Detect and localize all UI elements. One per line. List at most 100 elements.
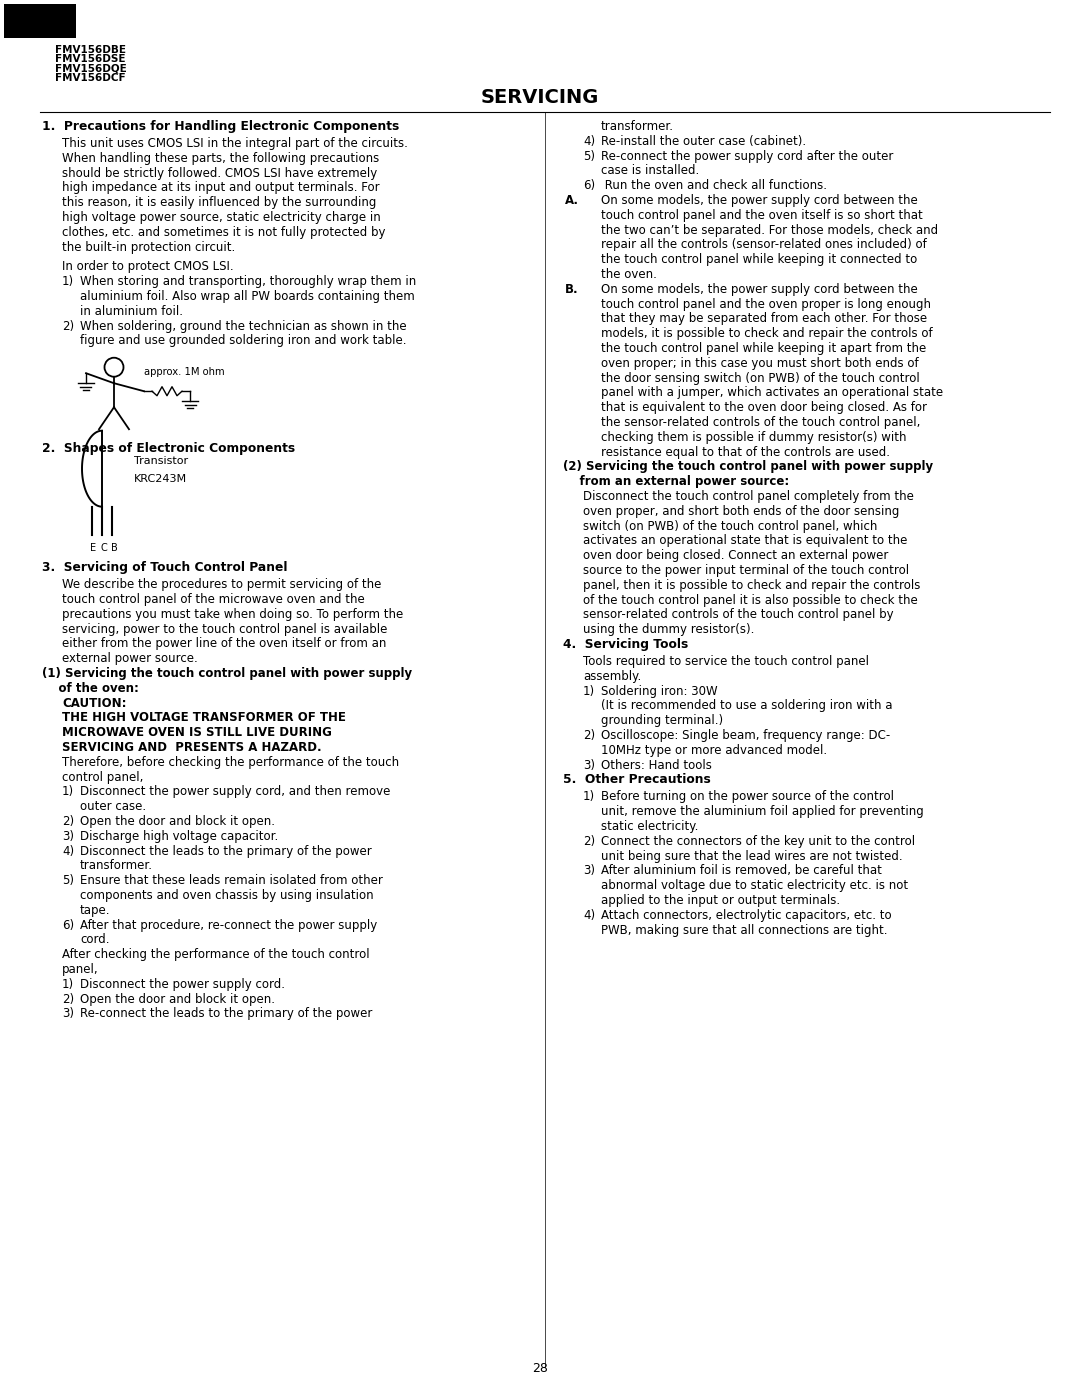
Text: resistance equal to that of the controls are used.: resistance equal to that of the controls…: [600, 446, 890, 458]
Text: Re-connect the leads to the primary of the power: Re-connect the leads to the primary of t…: [80, 1007, 373, 1020]
Text: B.: B.: [565, 282, 579, 296]
Text: 2): 2): [62, 992, 75, 1006]
Text: oven proper, and short both ends of the door sensing: oven proper, and short both ends of the …: [583, 504, 900, 518]
Text: Soldering iron: 30W: Soldering iron: 30W: [600, 685, 717, 697]
Text: 5): 5): [583, 149, 595, 162]
Text: Ensure that these leads remain isolated from other: Ensure that these leads remain isolated …: [80, 875, 383, 887]
Text: Disconnect the leads to the primary of the power: Disconnect the leads to the primary of t…: [80, 845, 372, 858]
Bar: [4, 4, 76, 38]
Text: the door sensing switch (on PWB) of the touch control: the door sensing switch (on PWB) of the …: [600, 372, 920, 384]
Text: unit being sure that the lead wires are not twisted.: unit being sure that the lead wires are …: [600, 849, 903, 862]
Text: 28: 28: [532, 1362, 548, 1375]
Text: touch control panel and the oven itself is so short that: touch control panel and the oven itself …: [600, 208, 922, 222]
Text: from an external power source:: from an external power source:: [563, 475, 789, 488]
Text: This unit uses CMOS LSI in the integral part of the circuits.: This unit uses CMOS LSI in the integral …: [62, 137, 408, 149]
Text: activates an operational state that is equivalent to the: activates an operational state that is e…: [583, 535, 907, 548]
Text: 6): 6): [62, 919, 75, 932]
Text: 5.  Other Precautions: 5. Other Precautions: [563, 774, 711, 787]
Text: the built-in protection circuit.: the built-in protection circuit.: [62, 240, 235, 254]
Text: 1): 1): [583, 791, 595, 803]
Text: aluminium foil. Also wrap all PW boards containing them: aluminium foil. Also wrap all PW boards …: [80, 291, 415, 303]
Text: KRC243M: KRC243M: [134, 474, 187, 483]
Text: the touch control panel while keeping it apart from the: the touch control panel while keeping it…: [600, 342, 927, 355]
Text: source to the power input terminal of the touch control: source to the power input terminal of th…: [583, 564, 909, 577]
Text: transformer.: transformer.: [600, 120, 674, 133]
Text: servicing, power to the touch control panel is available: servicing, power to the touch control pa…: [62, 623, 388, 636]
Text: should be strictly followed. CMOS LSI have extremely: should be strictly followed. CMOS LSI ha…: [62, 166, 377, 180]
Text: the touch control panel while keeping it connected to: the touch control panel while keeping it…: [600, 253, 917, 267]
Text: models, it is possible to check and repair the controls of: models, it is possible to check and repa…: [600, 327, 933, 341]
Text: Open the door and block it open.: Open the door and block it open.: [80, 992, 275, 1006]
Text: unit, remove the aluminium foil applied for preventing: unit, remove the aluminium foil applied …: [600, 805, 923, 819]
Text: either from the power line of the oven itself or from an: either from the power line of the oven i…: [62, 637, 387, 651]
Text: FMV156DQE: FMV156DQE: [55, 63, 126, 74]
Text: Disconnect the power supply cord, and then remove: Disconnect the power supply cord, and th…: [80, 785, 390, 798]
Text: SERVICING AND  PRESENTS A HAZARD.: SERVICING AND PRESENTS A HAZARD.: [62, 740, 322, 754]
Text: components and oven chassis by using insulation: components and oven chassis by using ins…: [80, 888, 374, 902]
Text: precautions you must take when doing so. To perform the: precautions you must take when doing so.…: [62, 608, 403, 620]
Text: Transistor: Transistor: [134, 455, 188, 465]
Text: 2): 2): [583, 835, 595, 848]
Text: 1): 1): [62, 275, 75, 288]
Text: that is equivalent to the oven door being closed. As for: that is equivalent to the oven door bein…: [600, 401, 927, 414]
Text: C: C: [100, 542, 107, 553]
Text: panel with a jumper, which activates an operational state: panel with a jumper, which activates an …: [600, 387, 943, 400]
Text: applied to the input or output terminals.: applied to the input or output terminals…: [600, 894, 840, 907]
Text: this reason, it is easily influenced by the surrounding: this reason, it is easily influenced by …: [62, 196, 376, 210]
Text: 5): 5): [62, 875, 75, 887]
Text: 4): 4): [62, 845, 75, 858]
Text: 6): 6): [583, 179, 595, 193]
Text: After aluminium foil is removed, be careful that: After aluminium foil is removed, be care…: [600, 865, 882, 877]
Text: clothes, etc. and sometimes it is not fully protected by: clothes, etc. and sometimes it is not fu…: [62, 226, 386, 239]
Text: Re-install the outer case (cabinet).: Re-install the outer case (cabinet).: [600, 134, 806, 148]
Text: cord.: cord.: [80, 933, 109, 946]
Text: 2.  Shapes of Electronic Components: 2. Shapes of Electronic Components: [42, 441, 295, 454]
Text: 10MHz type or more advanced model.: 10MHz type or more advanced model.: [600, 743, 827, 757]
Text: 4.  Servicing Tools: 4. Servicing Tools: [563, 638, 688, 651]
Text: of the oven:: of the oven:: [42, 682, 139, 694]
Text: high voltage power source, static electricity charge in: high voltage power source, static electr…: [62, 211, 381, 224]
Text: 1): 1): [583, 685, 595, 697]
Text: On some models, the power supply cord between the: On some models, the power supply cord be…: [600, 282, 918, 296]
Text: using the dummy resistor(s).: using the dummy resistor(s).: [583, 623, 754, 636]
Text: panel, then it is possible to check and repair the controls: panel, then it is possible to check and …: [583, 578, 920, 592]
Text: approx. 1M ohm: approx. 1M ohm: [144, 367, 225, 377]
Text: the oven.: the oven.: [600, 268, 657, 281]
Text: Oscilloscope: Single beam, frequency range: DC-: Oscilloscope: Single beam, frequency ran…: [600, 729, 890, 742]
Text: 3): 3): [62, 830, 75, 842]
Text: 2): 2): [583, 729, 595, 742]
Text: Tools required to service the touch control panel: Tools required to service the touch cont…: [583, 655, 869, 668]
Text: 1): 1): [62, 978, 75, 990]
Text: Others: Hand tools: Others: Hand tools: [600, 759, 712, 771]
Text: FMV156DBE: FMV156DBE: [55, 45, 126, 54]
Text: (1) Servicing the touch control panel with power supply: (1) Servicing the touch control panel wi…: [42, 666, 413, 680]
Text: touch control panel of the microwave oven and the: touch control panel of the microwave ove…: [62, 592, 365, 606]
Text: in aluminium foil.: in aluminium foil.: [80, 305, 183, 319]
Text: SERVICING: SERVICING: [481, 88, 599, 108]
Text: abnormal voltage due to static electricity etc. is not: abnormal voltage due to static electrici…: [600, 879, 908, 893]
Text: (2) Servicing the touch control panel with power supply: (2) Servicing the touch control panel wi…: [563, 461, 933, 474]
Text: static electricity.: static electricity.: [600, 820, 699, 833]
Text: CAUTION:: CAUTION:: [62, 697, 126, 710]
Text: figure and use grounded soldering iron and work table.: figure and use grounded soldering iron a…: [80, 334, 406, 348]
Text: control panel,: control panel,: [62, 771, 144, 784]
Text: Attach connectors, electrolytic capacitors, etc. to: Attach connectors, electrolytic capacito…: [600, 909, 892, 922]
Text: touch control panel and the oven proper is long enough: touch control panel and the oven proper …: [600, 298, 931, 310]
Text: 3.  Servicing of Touch Control Panel: 3. Servicing of Touch Control Panel: [42, 562, 287, 574]
Text: Open the door and block it open.: Open the door and block it open.: [80, 814, 275, 828]
Text: In order to protect CMOS LSI.: In order to protect CMOS LSI.: [62, 260, 233, 274]
Text: 3): 3): [62, 1007, 75, 1020]
Text: outer case.: outer case.: [80, 800, 146, 813]
Text: FMV156DSE: FMV156DSE: [55, 54, 125, 64]
Text: sensor-related controls of the touch control panel by: sensor-related controls of the touch con…: [583, 609, 893, 622]
Text: assembly.: assembly.: [583, 669, 642, 683]
Text: switch (on PWB) of the touch control panel, which: switch (on PWB) of the touch control pan…: [583, 520, 877, 532]
Text: oven door being closed. Connect an external power: oven door being closed. Connect an exter…: [583, 549, 889, 562]
Text: When handling these parts, the following precautions: When handling these parts, the following…: [62, 152, 379, 165]
Text: When soldering, ground the technician as shown in the: When soldering, ground the technician as…: [80, 320, 407, 332]
Text: When storing and transporting, thoroughly wrap them in: When storing and transporting, thoroughl…: [80, 275, 416, 288]
Text: 3): 3): [583, 865, 595, 877]
Text: of the touch control panel it is also possible to check the: of the touch control panel it is also po…: [583, 594, 918, 606]
Text: Connect the connectors of the key unit to the control: Connect the connectors of the key unit t…: [600, 835, 915, 848]
Text: the two can’t be separated. For those models, check and: the two can’t be separated. For those mo…: [600, 224, 939, 236]
